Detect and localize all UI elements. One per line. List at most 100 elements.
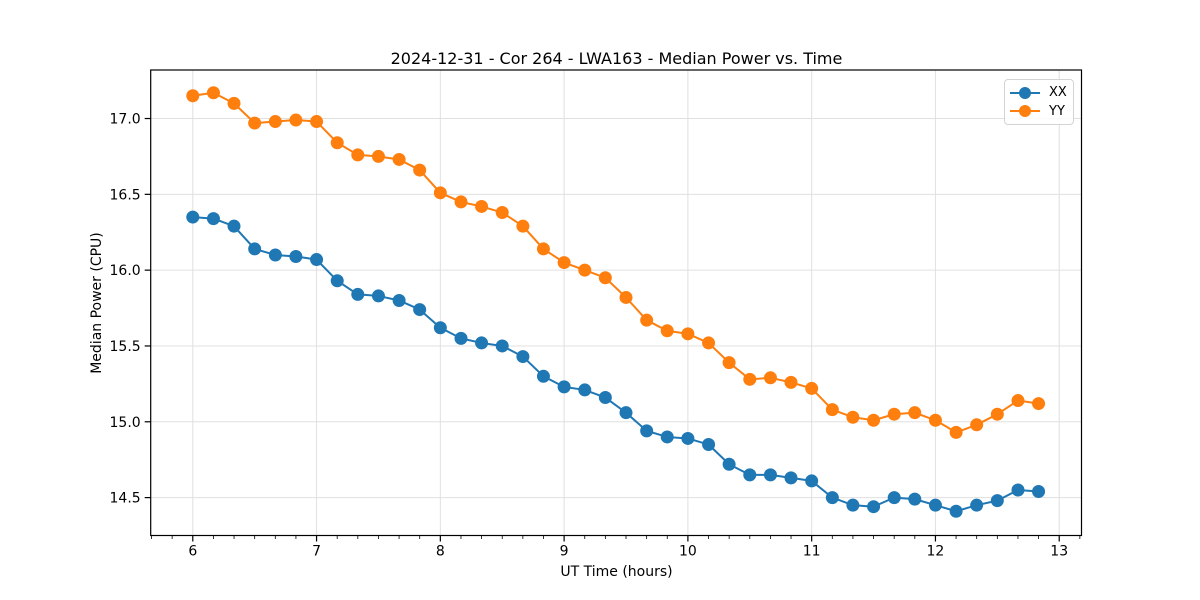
data-point-XX [536,369,550,383]
data-point-XX [743,468,757,482]
data-point-XX [722,457,736,471]
data-point-YY [722,356,736,370]
y-tick-label: 16.5 [110,187,141,203]
data-point-YY [454,195,468,209]
data-point-XX [268,248,282,262]
data-point-YY [351,148,365,162]
data-point-XX [413,303,427,317]
x-tick-label: 12 [927,544,945,560]
data-point-YY [516,219,530,233]
y-tick-label: 15.0 [110,415,141,431]
data-point-XX [640,424,654,438]
data-point-XX [660,430,674,444]
data-point-XX [495,339,509,353]
data-point-XX [186,210,200,224]
y-axis-label: Median Power (CPU) [89,232,105,374]
chart-title: 2024-12-31 - Cor 264 - LWA163 - Median P… [390,49,843,68]
data-point-YY [330,136,344,150]
data-point-XX [970,498,984,512]
data-point-YY [949,425,963,439]
data-point-YY [536,242,550,256]
data-point-XX [1011,483,1025,497]
x-tick-label: 6 [188,544,197,560]
data-point-XX [454,331,468,345]
y-tick-label: 16.0 [110,263,141,279]
data-point-XX [371,289,385,303]
data-point-XX [681,431,695,445]
data-point-YY [908,406,922,420]
x-axis-label: UT Time (hours) [560,564,673,580]
data-point-XX [846,498,860,512]
data-point-XX [475,336,489,350]
data-point-XX [578,383,592,397]
data-point-XX [289,250,303,264]
y-tick-label: 15.5 [110,339,141,355]
x-tick-label: 7 [312,544,321,560]
data-point-XX [949,504,963,518]
y-tick-label: 17.0 [110,112,141,128]
x-tick-label: 9 [560,544,569,560]
data-point-XX [908,492,922,506]
legend-entry-YY: YY [1010,103,1067,119]
legend-label: YY [1049,103,1065,119]
data-point-XX [887,491,901,505]
data-point-XX [248,242,262,256]
data-point-XX [330,274,344,288]
legend-label: XX [1049,85,1067,101]
data-point-XX [702,438,716,452]
data-point-YY [206,86,220,100]
data-point-YY [371,149,385,163]
data-point-YY [619,290,633,304]
data-point-YY [743,372,757,386]
data-point-YY [186,89,200,103]
data-point-YY [825,403,839,417]
data-point-YY [475,199,489,213]
data-point-XX [825,491,839,505]
data-point-XX [990,494,1004,508]
data-point-XX [619,406,633,420]
data-point-YY [392,152,406,166]
data-point-YY [640,313,654,327]
data-point-XX [557,380,571,394]
data-point-XX [867,500,881,514]
legend-entry-XX: XX [1010,85,1067,101]
data-point-XX [928,498,942,512]
data-point-YY [289,113,303,127]
data-point-XX [784,471,798,485]
data-point-XX [598,391,612,405]
data-point-YY [413,163,427,177]
data-point-XX [351,287,365,301]
data-point-YY [990,407,1004,421]
data-point-YY [763,371,777,385]
data-point-YY [248,116,262,130]
y-tick-label: 14.5 [110,491,141,507]
data-point-YY [887,407,901,421]
legend-swatch-icon [1010,105,1040,118]
data-point-YY [310,115,324,129]
data-point-XX [310,253,324,267]
data-point-XX [392,293,406,307]
data-point-XX [805,474,819,488]
data-point-YY [846,410,860,424]
x-tick-label: 13 [1050,544,1068,560]
data-point-YY [495,206,509,220]
data-point-YY [970,418,984,432]
data-point-XX [206,212,220,226]
plot-border [150,69,1083,537]
data-point-YY [1011,394,1025,408]
x-tick-label: 8 [436,544,445,560]
data-point-YY [702,336,716,350]
data-point-YY [227,96,241,110]
data-point-XX [763,468,777,482]
data-point-YY [784,375,798,389]
data-point-XX [1032,485,1046,499]
x-tick-label: 10 [679,544,697,560]
data-point-YY [578,263,592,277]
data-point-YY [867,413,881,427]
data-point-YY [681,327,695,341]
legend-swatch-icon [1010,86,1040,99]
legend: XX YY [1004,79,1074,125]
data-point-YY [805,381,819,395]
